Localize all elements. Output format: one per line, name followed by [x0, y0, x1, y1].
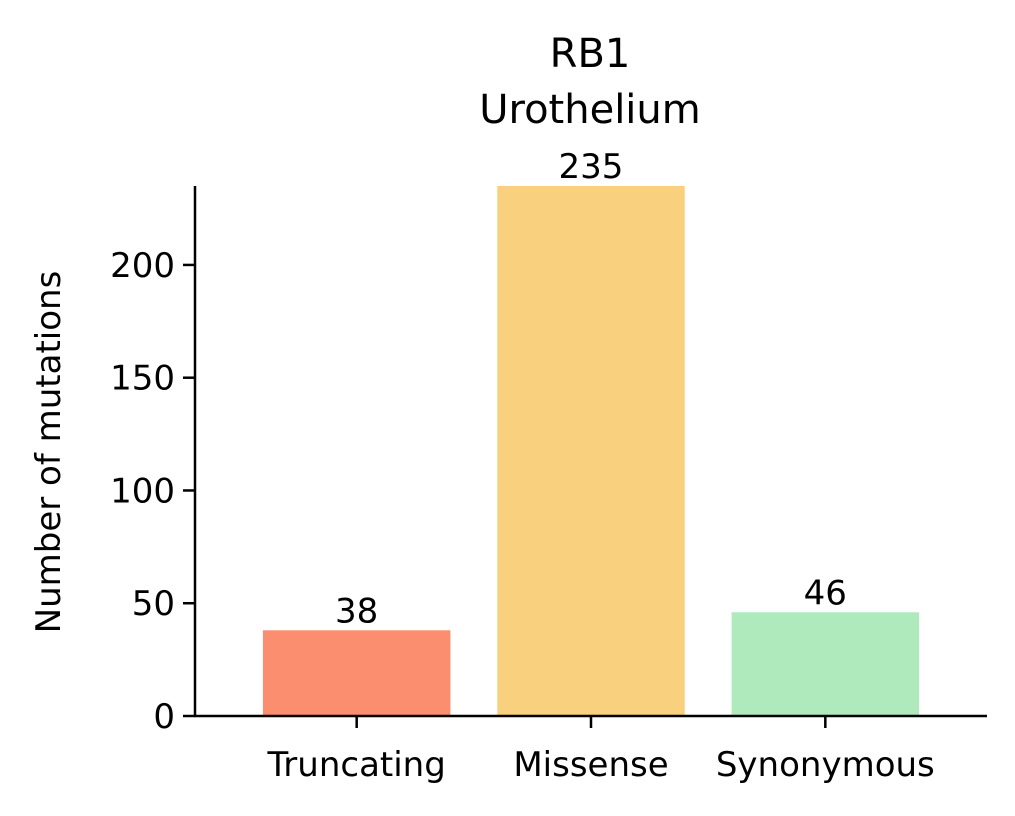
bar-synonymous	[731, 612, 920, 716]
y-tick-label: 100	[110, 471, 175, 511]
data-label-missense: 235	[559, 147, 624, 187]
bar-truncating	[262, 630, 451, 716]
x-tick-label-truncating: Truncating	[267, 745, 446, 785]
y-axis: 0 50 100 150 200	[110, 186, 197, 737]
x-tick-label-missense: Missense	[513, 745, 668, 785]
x-tick-label-synonymous: Synonymous	[716, 745, 935, 785]
chart-title-line-2: Urothelium	[479, 87, 701, 133]
data-label-synonymous: 46	[804, 573, 847, 613]
x-axis: Truncating Missense Synonymous	[194, 714, 987, 785]
y-tick-label: 50	[132, 584, 175, 624]
chart-title: RB1 Urothelium	[479, 31, 701, 133]
bar-missense	[497, 186, 685, 716]
bars-group	[262, 186, 920, 716]
data-label-truncating: 38	[335, 591, 378, 631]
y-tick-label: 150	[110, 359, 175, 399]
y-tick-label: 200	[110, 246, 175, 286]
chart-title-line-1: RB1	[550, 31, 631, 77]
y-axis-label: Number of mutations	[29, 271, 69, 634]
y-tick-label: 0	[153, 697, 175, 737]
data-labels-group: 38 235 46	[335, 147, 847, 631]
